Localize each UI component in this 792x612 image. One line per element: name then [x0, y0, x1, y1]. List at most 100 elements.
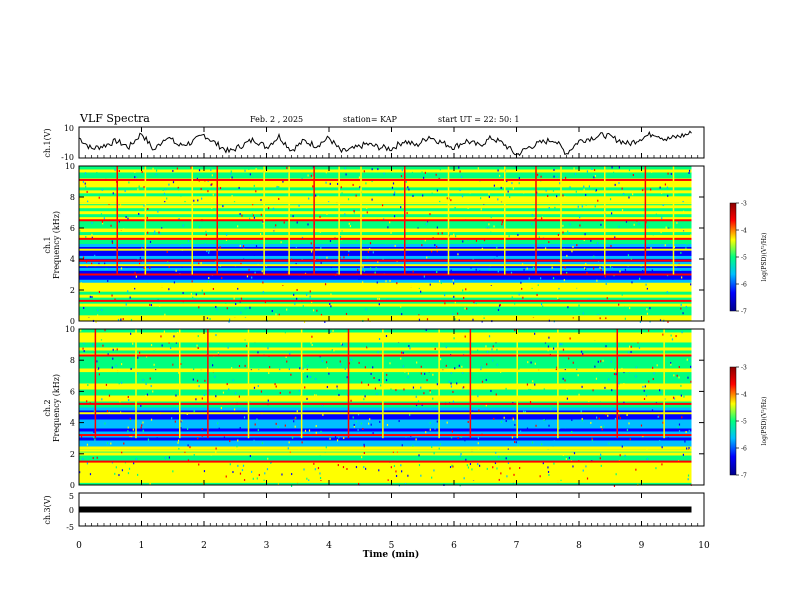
spectrogram-cell — [156, 437, 158, 440]
spectrogram-cell — [104, 262, 106, 265]
spectrogram-cell — [500, 186, 502, 189]
spectrogram-column — [216, 166, 218, 275]
spectrogram-cell — [507, 448, 509, 451]
spectrogram-cell — [523, 191, 525, 194]
spectrogram-cell — [310, 375, 312, 378]
spectrogram-cell — [571, 250, 573, 253]
spectrogram-cell — [406, 212, 408, 215]
spectrogram-cell — [272, 207, 275, 210]
spectrogram-cell — [569, 186, 571, 189]
spectrogram-cell — [497, 198, 499, 201]
spectrogram-cell — [452, 400, 455, 403]
spectrogram-cell — [591, 439, 593, 442]
spectrogram-cell — [275, 385, 277, 388]
spectrogram-cell — [285, 356, 287, 359]
spectrogram-cell — [495, 393, 497, 396]
spectrogram-cell — [306, 293, 308, 296]
spectrogram-cell — [514, 302, 516, 305]
ch2-colorbar-gradient — [729, 366, 737, 476]
spectrogram-cell — [633, 223, 635, 226]
spectrogram-cell — [115, 349, 117, 352]
spectrogram-cell — [239, 244, 241, 247]
spectrogram-cell — [136, 372, 138, 375]
spectrogram-cell — [115, 364, 117, 367]
spectrogram-cell — [363, 452, 365, 455]
spectrogram-cell — [98, 196, 100, 199]
spectrogram-cell — [628, 169, 631, 172]
spectrogram-cell — [289, 391, 291, 394]
spectrogram-cell — [597, 199, 599, 202]
spectrogram-cell — [195, 398, 197, 401]
spectrogram-line — [79, 202, 692, 205]
spectrogram-cell — [624, 317, 626, 320]
spectrogram-cell — [292, 215, 294, 218]
spectrogram-cell — [437, 232, 439, 235]
spectrogram-cell — [197, 199, 199, 202]
spectrogram-band — [79, 243, 692, 247]
spectrogram-cell — [306, 389, 308, 392]
ch1-colorbar: -3-4-5-6-7 log(PSD)(V²/Hz) — [729, 201, 768, 316]
spectrogram-cell — [556, 195, 558, 198]
spectrogram-cell — [126, 265, 128, 268]
spectrogram-cell — [275, 313, 277, 316]
spectrogram-cell — [626, 428, 629, 431]
spectrogram-cell — [117, 318, 120, 321]
spectrogram-cell — [610, 360, 612, 363]
spectrogram-cell — [526, 383, 529, 386]
spectrogram-cell — [476, 262, 478, 265]
spectrogram-cell — [181, 419, 183, 422]
spectrogram-cell — [611, 166, 613, 169]
spectrogram-cell — [562, 224, 564, 227]
spectrogram-cell — [500, 420, 503, 423]
spectrogram-cell — [371, 180, 373, 183]
spectrogram-cell — [135, 176, 137, 179]
spectrogram-cell — [133, 462, 135, 465]
ytick-label: 0 — [70, 481, 75, 490]
spectrogram-cell — [377, 168, 379, 171]
spectrogram-cell — [260, 213, 262, 216]
spectrogram-column — [516, 329, 518, 439]
ch1-ytick-bottom: -10 — [61, 153, 74, 162]
spectrogram-cell — [429, 213, 431, 216]
spectrogram-cell — [332, 329, 334, 332]
spectrogram-cell — [363, 445, 365, 448]
spectrogram-band — [79, 338, 692, 342]
spectrogram-cell — [542, 305, 544, 308]
spectrogram-cell — [343, 437, 345, 440]
spectrogram-cell — [280, 241, 282, 244]
spectrogram-cell — [456, 382, 458, 385]
spectrogram-cell — [553, 175, 555, 178]
date-label: Feb. 2 , 2025 — [250, 115, 303, 124]
ch2-frequency-axis-label: Frequency (kHz) — [52, 374, 61, 442]
spectrogram-cell — [575, 190, 577, 193]
spectrogram-cell — [583, 185, 585, 188]
spectrogram-cell — [195, 293, 197, 296]
spectrogram-cell — [383, 172, 385, 175]
spectrogram-cell — [467, 206, 469, 209]
spectrogram-cell — [519, 466, 521, 469]
spectrogram-cell — [624, 268, 627, 271]
spectrogram-cell — [608, 442, 610, 445]
spectrogram-cell — [91, 296, 93, 299]
spectrogram-cell — [296, 221, 298, 224]
spectrogram-cell — [125, 215, 127, 218]
spectrogram-cell — [312, 185, 314, 188]
spectrogram-cell — [225, 238, 228, 241]
spectrogram-cell — [239, 472, 242, 475]
spectrogram-cell — [444, 294, 446, 297]
spectrogram-cell — [611, 389, 613, 392]
spectrogram-cell — [547, 194, 549, 197]
spectrogram-cell — [548, 241, 550, 244]
spectrogram-band — [79, 252, 692, 256]
spectrogram-cell — [138, 351, 141, 354]
spectrogram-cell — [267, 399, 269, 402]
spectrogram-cell — [453, 337, 455, 340]
spectrogram-cell — [650, 188, 652, 191]
spectrogram-cell — [295, 416, 297, 419]
spectrogram-cell — [359, 186, 361, 189]
spectrogram-cell — [217, 352, 219, 355]
spectrogram-cell — [514, 329, 516, 332]
spectrogram-cell — [112, 192, 114, 195]
spectrogram-column — [504, 166, 506, 275]
